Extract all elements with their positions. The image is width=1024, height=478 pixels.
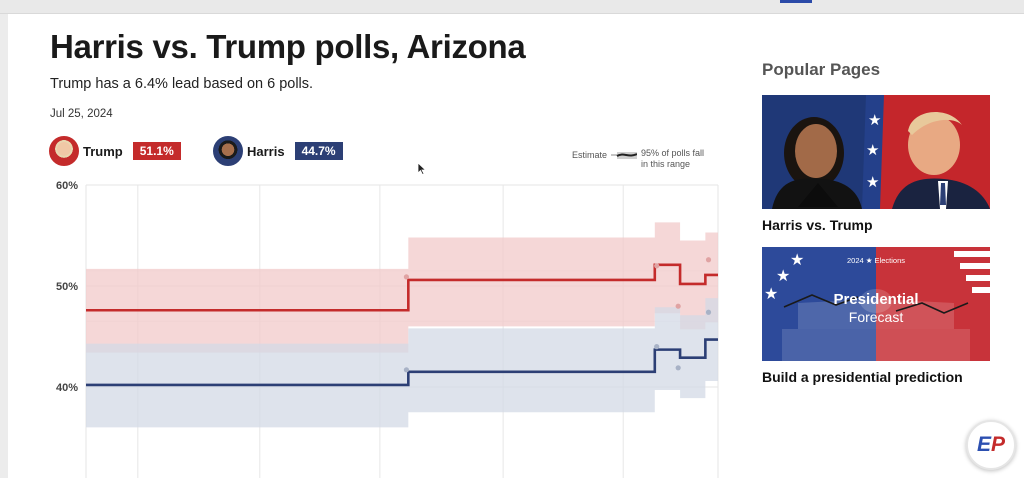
trend-line-trump: [86, 263, 718, 312]
legend-range-text: 95% of polls fall in this range: [641, 148, 704, 170]
legend-range-line1: 95% of polls fall: [641, 148, 705, 158]
candidate-harris: Harris 44.7%: [213, 136, 343, 166]
confidence-band-harris: [86, 298, 718, 428]
forecast-image-title: Presidential: [833, 291, 918, 308]
poll-dot: [403, 274, 410, 280]
poll-dot: [675, 303, 681, 309]
confidence-band-trump: [86, 222, 718, 353]
presidential-forecast-card-image[interactable]: ★ ★ ★ 2024 ★ Elections Presidential Fore…: [762, 247, 990, 361]
mouse-cursor-icon: [417, 162, 427, 176]
browser-top-bar: [0, 0, 1024, 14]
poll-dot: [654, 344, 660, 350]
svg-text:★: ★: [790, 252, 804, 269]
svg-text:★: ★: [764, 286, 778, 303]
svg-text:★: ★: [776, 268, 790, 285]
candidate-name: Harris: [247, 143, 285, 159]
svg-text:★: ★: [868, 112, 881, 129]
y-tick-label: 60%: [56, 180, 78, 192]
card-title-build-prediction[interactable]: Build a presidential prediction: [762, 369, 963, 385]
legend-band-icon: [611, 152, 638, 159]
logo-letter-p: P: [991, 433, 1006, 456]
poll-dot: [705, 309, 712, 315]
poll-dot: [403, 367, 410, 373]
forecast-image-subtitle: Forecast: [849, 309, 904, 325]
page-title: Harris vs. Trump polls, Arizona: [50, 28, 526, 65]
svg-text:★: ★: [866, 142, 879, 159]
candidate-value-badge: 51.1%: [132, 142, 181, 160]
chart-legend: Estimate 95% of polls fall in this range: [572, 148, 704, 170]
y-tick-label: 40%: [56, 382, 78, 394]
card-title-harris-vs-trump[interactable]: Harris vs. Trump: [762, 217, 873, 233]
polling-chart: 60% 50% 40%: [56, 180, 719, 478]
presidential-forecast-graphic: ★ ★ ★ 2024 ★ Elections Presidential Fore…: [762, 247, 990, 361]
legend-estimate-label: Estimate: [572, 150, 608, 160]
forecast-kicker: 2024 ★ Elections: [847, 256, 905, 265]
trend-line-harris: [86, 338, 718, 387]
poll-dot: [675, 365, 681, 371]
svg-text:★: ★: [866, 174, 879, 191]
harris-vs-trump-card-image[interactable]: ★ ★ ★: [762, 95, 990, 209]
poll-dot: [654, 263, 660, 269]
poll-dot: [705, 257, 712, 263]
popular-pages-heading: Popular Pages: [762, 60, 881, 79]
harris-avatar: [213, 136, 243, 166]
update-date: Jul 25, 2024: [50, 108, 113, 120]
nav-active-indicator: [780, 0, 812, 3]
page-subtitle: Trump has a 6.4% lead based on 6 polls.: [50, 76, 314, 92]
candidate-name: Trump: [83, 143, 123, 159]
y-tick-label: 50%: [56, 281, 78, 293]
legend-range-line2: in this range: [641, 159, 691, 169]
logo-letter-e: E: [976, 433, 991, 456]
trump-avatar: [49, 136, 79, 166]
harris-trump-photo: ★ ★ ★: [762, 95, 990, 209]
candidate-value-badge: 44.7%: [294, 142, 343, 160]
candidate-trump: Trump 51.1%: [49, 136, 181, 166]
